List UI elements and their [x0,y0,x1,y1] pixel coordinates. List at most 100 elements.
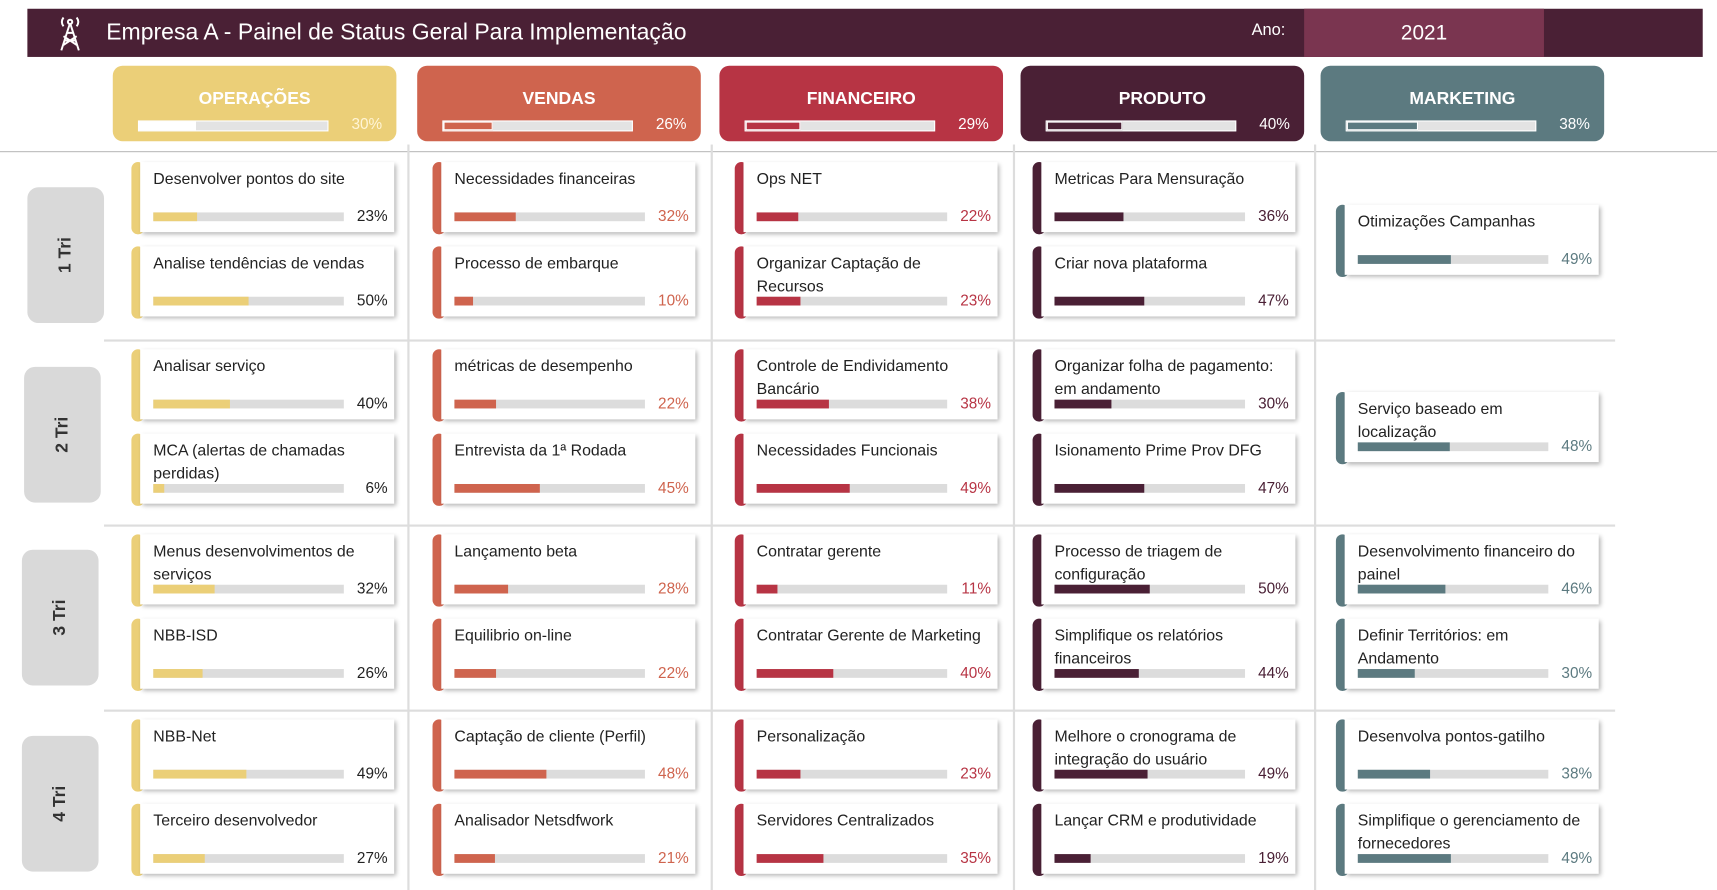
quarter-label-text: 2 Tri [52,416,72,453]
quarter-box: 4 Tri [21,735,99,872]
card-fill [756,854,824,863]
card-track [756,584,948,594]
card-fill [454,769,546,779]
card-body: Isionamento Prime Prov DFG 47% [1041,433,1296,504]
card-percent: 21% [658,848,689,867]
quarter-label: 1 Tri [27,187,104,323]
card-title: Organizar Captação de Recursos [756,255,921,296]
card-body: NBB-Net 49% [140,719,395,790]
card-percent: 11% [961,579,991,597]
card-percent: 22% [960,206,991,225]
card-track [153,769,344,779]
card-percent: 38% [960,394,991,412]
column-header[interactable]: MARKETING 38% [1320,65,1605,142]
card-title: Desenvolvimento financeiro do painel [1357,543,1575,584]
quarter-label-text: 4 Tri [50,785,69,822]
card-body: Metricas Para Mensuração 36% [1041,162,1296,233]
card-percent: 26% [356,663,388,682]
card-fill [1054,212,1124,222]
card-percent: 28% [658,579,689,597]
column-header[interactable]: FINANCEIRO 29% [719,65,1004,142]
card-body: MCA (alertas de chamadas perdidas) 6% [140,433,395,504]
card-title: Isionamento Prime Prov DFG [1054,442,1262,460]
progress-track [137,120,329,132]
card-percent: 47% [1258,291,1289,309]
row-divider [104,524,1616,527]
card-track [1054,399,1246,409]
card-track [454,669,645,678]
column-divider [1314,144,1317,890]
card-fill [454,483,541,493]
card-body: Controle de Endividamento Bancário 38% [743,349,998,420]
card-title: Simplifique os relatórios financeiros [1054,627,1224,668]
card-track [454,296,645,306]
column-name: VENDAS [522,89,596,109]
card-body: Simplifique o gerenciamento de fornecedo… [1344,803,1599,874]
task-card: Analisador Netsdfwork 21% [432,803,698,876]
year-label: Ano: [1251,20,1286,40]
card-percent: 40% [960,663,991,682]
card-track [153,584,344,594]
column-header[interactable]: VENDAS 26% [417,65,701,142]
card-body: Lançamento beta 28% [441,534,696,605]
card-fill [1054,399,1112,409]
task-card: NBB-Net 49% [131,719,396,792]
column-name: MARKETING [1409,89,1516,109]
card-fill [756,483,850,493]
card-title: Criar nova plataforma [1054,255,1208,273]
card-fill [454,212,516,222]
card-percent: 40% [356,394,388,412]
task-card: Desenvolver pontos do site 23% [131,162,396,235]
task-card: Contratar Gerente de Marketing 40% [734,618,1000,691]
task-card: Lançar CRM e produtividade 19% [1032,803,1298,876]
year-value[interactable]: 2021 [1304,8,1544,57]
card-body: Criar nova plataforma 47% [1041,246,1296,317]
card-fill [153,669,203,678]
column-divider [407,144,410,890]
card-title: Processo de embarque [454,255,619,273]
column-header[interactable]: OPERAÇÕES 30% [112,65,397,142]
task-card: Personalização 23% [734,719,1000,792]
task-card: Controle de Endividamento Bancário 38% [734,349,1000,422]
card-body: Serviço baseado em localização 48% [1344,392,1599,463]
card-title: MCA (alertas de chamadas perdidas) [153,442,345,483]
card-body: Equilibrio on-line 22% [441,618,696,689]
card-body: métricas de desempenho 22% [441,349,696,420]
card-fill [454,399,497,409]
card-percent: 35% [960,848,991,867]
progress-fill [139,121,196,131]
card-title: Organizar folha de pagamento: em andamen… [1054,358,1274,399]
task-card: NBB-ISD 26% [131,618,396,691]
task-card: Entrevista da 1ª Rodada 45% [432,433,698,506]
task-card: Necessidades financeiras 32% [432,162,698,235]
column-header[interactable]: PRODUTO 40% [1020,65,1305,142]
card-body: Contratar Gerente de Marketing 40% [743,618,998,689]
card-body: Processo de triagem de configuração 50% [1041,534,1296,605]
card-body: Entrevista da 1ª Rodada 45% [441,433,696,504]
card-track [1054,854,1246,863]
card-body: Analisador Netsdfwork 21% [441,803,696,874]
card-body: Desenvolva pontos-gatilho 38% [1344,719,1599,790]
card-percent: 27% [356,848,388,867]
card-track [1357,669,1549,678]
card-percent: 49% [1258,764,1289,782]
card-body: Desenvolvimento financeiro do painel 46% [1344,534,1599,605]
card-title: Lançamento beta [454,543,578,561]
card-percent: 44% [1258,663,1289,682]
card-percent: 30% [1561,663,1593,682]
card-fill [153,296,249,306]
card-percent: 10% [658,291,689,309]
card-track [153,669,344,678]
card-fill [756,212,799,222]
card-title: Serviço baseado em localização [1357,400,1503,442]
card-title: Contratar gerente [756,543,882,561]
task-card: Organizar folha de pagamento: em andamen… [1032,349,1298,422]
card-percent: 46% [1561,579,1593,597]
card-track [153,212,344,222]
row-divider [104,339,1616,342]
task-card: Isionamento Prime Prov DFG 47% [1032,433,1298,506]
card-body: Personalização 23% [743,719,998,790]
card-body: Servidores Centralizados 35% [743,803,998,874]
progress-label: 29% [958,114,989,133]
card-track [756,854,948,863]
